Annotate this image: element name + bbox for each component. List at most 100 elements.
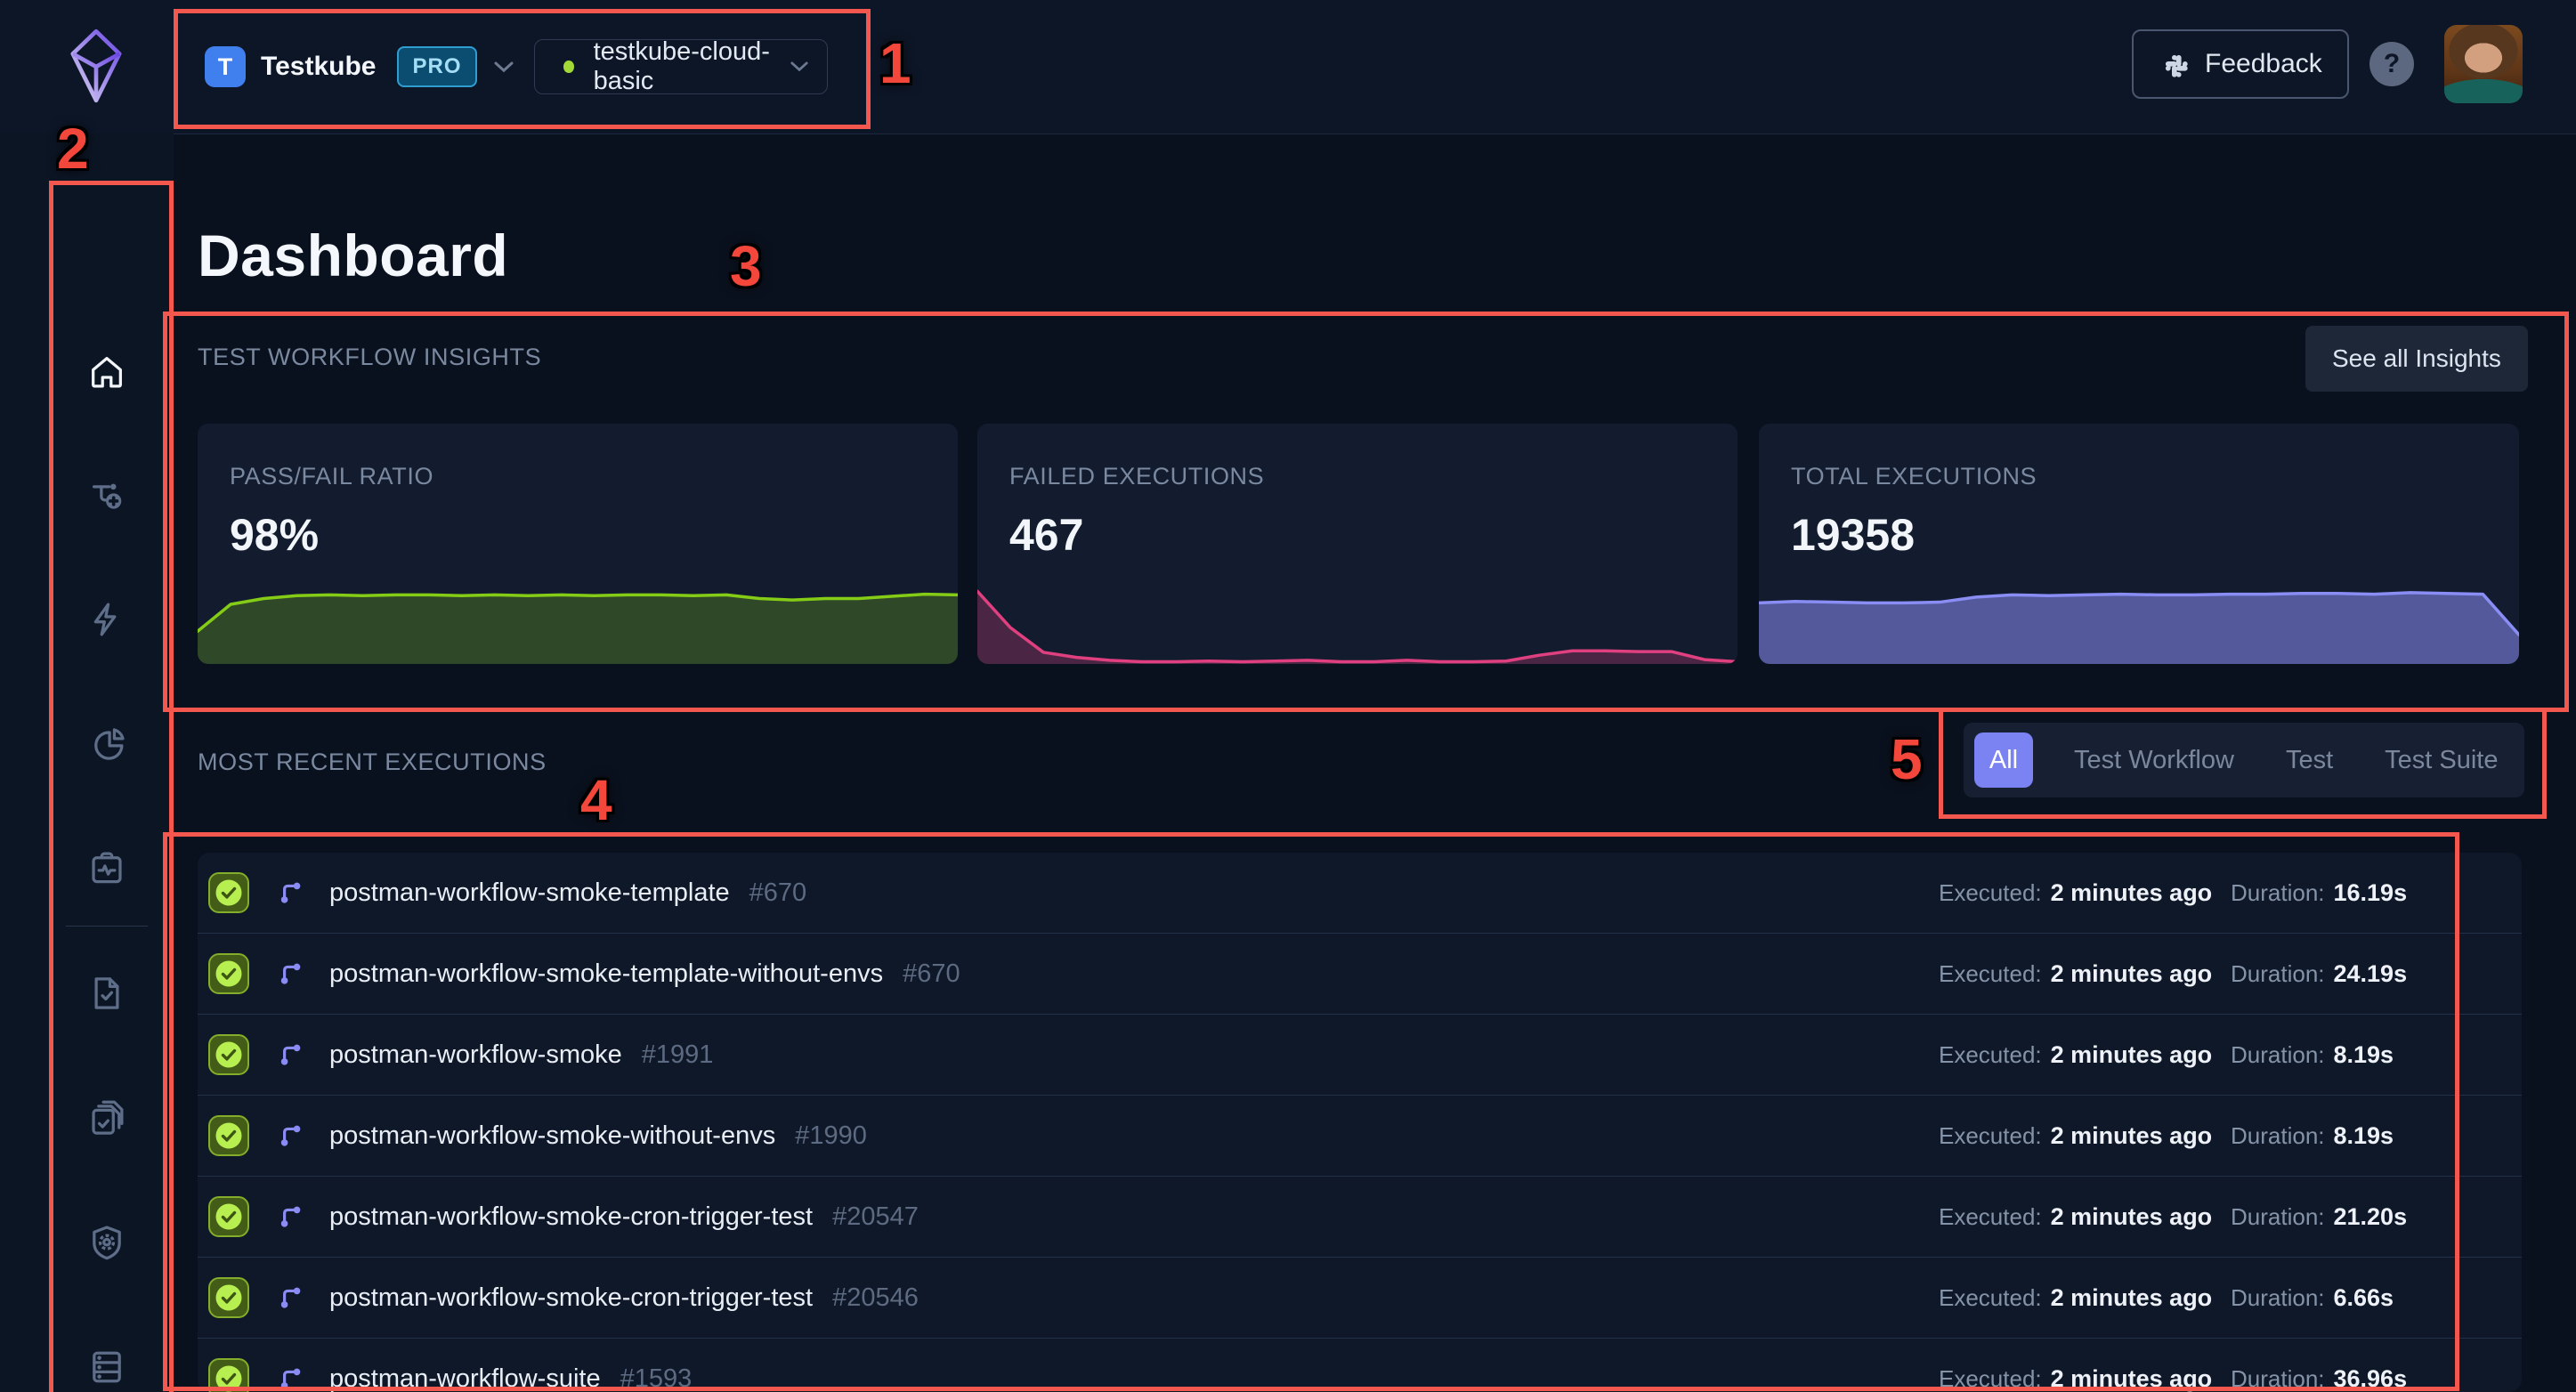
workflow-branch-icon bbox=[276, 1202, 304, 1231]
duration-meta: Duration: 8.19s bbox=[2231, 1122, 2394, 1150]
duration-label: Duration: bbox=[2231, 878, 2325, 906]
executed-value: 2 minutes ago bbox=[2050, 878, 2213, 906]
tab-test-suite[interactable]: Test Suite bbox=[2385, 745, 2499, 774]
feedback-label: Feedback bbox=[2205, 49, 2322, 78]
status-passed-icon bbox=[208, 1034, 249, 1075]
sidebar-nav bbox=[0, 134, 174, 1392]
duration-label: Duration: bbox=[2231, 959, 2325, 987]
chevron-down-icon bbox=[493, 61, 514, 74]
status-passed-icon bbox=[208, 1277, 249, 1318]
feedback-button[interactable]: Feedback bbox=[2132, 29, 2349, 99]
test-document-icon bbox=[94, 977, 119, 1009]
sidebar-item-new-test[interactable] bbox=[86, 476, 127, 517]
execution-row[interactable]: postman-workflow-smoke-without-envs #199… bbox=[198, 1096, 2522, 1177]
card-value: 98% bbox=[230, 510, 320, 560]
organization-selector[interactable]: T Testkube PRO bbox=[205, 0, 514, 134]
card-label: TOTAL EXECUTIONS bbox=[1791, 463, 2037, 490]
execution-name: postman-workflow-smoke-cron-trigger-test bbox=[329, 1202, 814, 1231]
duration-meta: Duration: 24.19s bbox=[2231, 960, 2407, 988]
executed-value: 2 minutes ago bbox=[2050, 1121, 2213, 1149]
workflow-branch-icon bbox=[276, 959, 304, 988]
card-label: PASS/FAIL RATIO bbox=[230, 463, 434, 490]
executed-value: 2 minutes ago bbox=[2050, 1364, 2213, 1392]
sidebar-item-test-suites[interactable] bbox=[86, 1098, 127, 1139]
org-name: Testkube bbox=[261, 52, 377, 81]
execution-row[interactable]: postman-workflow-smoke-cron-trigger-test… bbox=[198, 1258, 2522, 1339]
duration-value: 6.66s bbox=[2333, 1283, 2394, 1311]
workflow-branch-icon bbox=[276, 1040, 304, 1069]
user-avatar[interactable] bbox=[2444, 25, 2523, 103]
insight-card-total-executions[interactable]: TOTAL EXECUTIONS 19358 bbox=[1759, 424, 2519, 664]
environment-name: testkube-cloud-basic bbox=[593, 37, 770, 95]
duration-meta: Duration: 8.19s bbox=[2231, 1041, 2394, 1069]
executed-label: Executed: bbox=[1939, 1364, 2042, 1392]
executed-value: 2 minutes ago bbox=[2050, 959, 2213, 987]
sidebar-item-sources[interactable] bbox=[86, 1347, 127, 1388]
duration-meta: Duration: 16.19s bbox=[2231, 879, 2407, 907]
org-avatar: T bbox=[205, 46, 246, 87]
execution-name: postman-workflow-smoke-template bbox=[329, 878, 730, 907]
executed-value: 2 minutes ago bbox=[2050, 1283, 2213, 1311]
help-button[interactable]: ? bbox=[2369, 42, 2414, 86]
executed-label: Executed: bbox=[1939, 1202, 2042, 1230]
execution-name: postman-workflow-smoke-template-without-… bbox=[329, 959, 884, 988]
duration-label: Duration: bbox=[2231, 1283, 2325, 1311]
tab-test[interactable]: Test bbox=[2285, 745, 2334, 774]
duration-value: 8.19s bbox=[2333, 1040, 2394, 1068]
executed-label: Executed: bbox=[1939, 1121, 2042, 1149]
execution-row[interactable]: postman-workflow-smoke-template #670 Exe… bbox=[198, 853, 2522, 934]
execution-id: #20547 bbox=[832, 1202, 919, 1231]
duration-value: 24.19s bbox=[2333, 959, 2408, 987]
health-monitor-icon bbox=[92, 852, 122, 884]
sidebar-item-insights[interactable] bbox=[86, 724, 127, 765]
failed-executions-sparkline-chart bbox=[977, 587, 1738, 664]
see-all-insights-button[interactable]: See all Insights bbox=[2305, 326, 2528, 392]
card-label: FAILED EXECUTIONS bbox=[1009, 463, 1265, 490]
execution-row[interactable]: postman-workflow-smoke-cron-trigger-test… bbox=[198, 1177, 2522, 1258]
tab-all[interactable]: All bbox=[1974, 732, 2033, 788]
execution-row[interactable]: postman-workflow-smoke-template-without-… bbox=[198, 934, 2522, 1015]
executed-value: 2 minutes ago bbox=[2050, 1202, 2213, 1230]
annotation-number-3: 3 bbox=[730, 234, 762, 298]
sidebar-item-triggers[interactable] bbox=[86, 599, 127, 640]
workflow-branch-icon bbox=[276, 1283, 304, 1312]
duration-value: 21.20s bbox=[2333, 1202, 2408, 1230]
executed-meta: Executed: 2 minutes ago bbox=[1939, 1284, 2212, 1312]
duration-value: 8.19s bbox=[2333, 1121, 2394, 1149]
execution-name: postman-workflow-smoke bbox=[329, 1040, 622, 1069]
insights-section-label: TEST WORKFLOW INSIGHTS bbox=[198, 344, 542, 370]
annotation-number-4: 4 bbox=[580, 768, 612, 832]
add-test-source-icon bbox=[92, 483, 122, 509]
execution-id: #670 bbox=[903, 959, 960, 988]
execution-row[interactable]: postman-workflow-suite #1593 Executed: 2 … bbox=[198, 1339, 2522, 1392]
executions-list: postman-workflow-smoke-template #670 Exe… bbox=[198, 853, 2522, 1392]
environment-status-dot bbox=[563, 61, 574, 73]
duration-label: Duration: bbox=[2231, 1121, 2325, 1149]
duration-value: 16.19s bbox=[2333, 878, 2408, 906]
status-passed-icon bbox=[208, 1115, 249, 1156]
duration-meta: Duration: 6.66s bbox=[2231, 1284, 2394, 1312]
sidebar-item-dashboard[interactable] bbox=[86, 352, 127, 393]
status-passed-icon bbox=[208, 1358, 249, 1392]
top-bar: T Testkube PRO testkube-cloud-basic Feed… bbox=[0, 0, 2576, 134]
execution-row[interactable]: postman-workflow-smoke #1991 Executed: 2 … bbox=[198, 1015, 2522, 1096]
executed-label: Executed: bbox=[1939, 1040, 2042, 1068]
annotation-number-5: 5 bbox=[1891, 727, 1923, 791]
tab-test-workflow[interactable]: Test Workflow bbox=[2074, 745, 2234, 774]
executed-meta: Executed: 2 minutes ago bbox=[1939, 1365, 2212, 1392]
executed-meta: Executed: 2 minutes ago bbox=[1939, 960, 2212, 988]
execution-id: #670 bbox=[749, 878, 807, 907]
insight-card-pass-fail-ratio[interactable]: PASS/FAIL RATIO 98% bbox=[198, 424, 958, 664]
executed-meta: Executed: 2 minutes ago bbox=[1939, 1203, 2212, 1231]
duration-value: 36.96s bbox=[2333, 1364, 2408, 1392]
sidebar-item-executors[interactable] bbox=[86, 1223, 127, 1264]
environment-selector[interactable]: testkube-cloud-basic bbox=[534, 37, 828, 95]
sidebar-item-monitors[interactable] bbox=[86, 848, 127, 889]
insight-card-failed-executions[interactable]: FAILED EXECUTIONS 467 bbox=[977, 424, 1738, 664]
sidebar-item-tests[interactable] bbox=[86, 973, 127, 1014]
total-executions-sparkline-chart bbox=[1759, 587, 2519, 664]
execution-name: postman-workflow-smoke-cron-trigger-test bbox=[329, 1283, 814, 1312]
pie-chart-icon bbox=[94, 728, 125, 760]
lightning-icon bbox=[93, 603, 117, 636]
status-passed-icon bbox=[208, 953, 249, 994]
